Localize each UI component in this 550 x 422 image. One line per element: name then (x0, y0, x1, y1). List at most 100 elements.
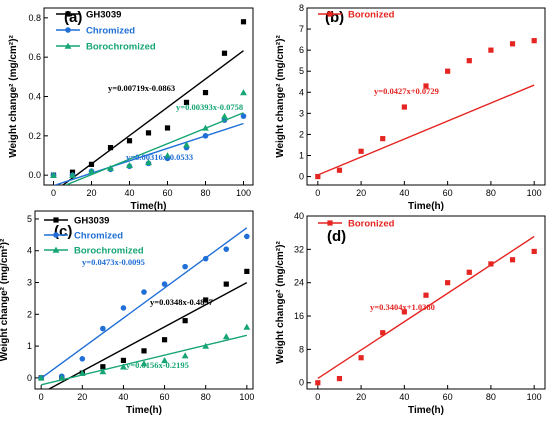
legend-marker (327, 220, 333, 226)
fit-equation-label: y=0.00393x-0.0758 (176, 102, 243, 112)
plot-frame (306, 7, 546, 186)
data-point-boronized (445, 280, 451, 286)
data-point-boronized (380, 136, 386, 142)
plot-area (37, 227, 251, 389)
data-point-borochromized (140, 360, 148, 367)
fit-equation-label: y=0.0427x+0.0729 (374, 86, 439, 96)
y-tick-label: 0.2 (28, 131, 41, 141)
data-point-gh3039 (203, 297, 209, 303)
data-point-gh3039 (161, 337, 168, 343)
data-point-borochromized (240, 89, 247, 96)
fit-line-borochromized (64, 112, 244, 185)
data-point-chromized (182, 263, 188, 270)
data-point-borochromized (202, 342, 210, 349)
data-point-borochromized (120, 363, 127, 370)
x-tick-label: 80 (486, 188, 496, 198)
y-axis-title: Weight change² (mg/cm²)² (8, 35, 19, 158)
fit-equation-label: y=0.3404x+1.0380 (370, 302, 435, 312)
x-tick-label: 60 (443, 392, 453, 402)
data-point-chromized (100, 325, 106, 332)
x-tick-label: 80 (201, 392, 211, 402)
fit-line-gh3039 (47, 282, 248, 389)
fit-line-boronized (317, 84, 535, 176)
plot-frame (306, 215, 546, 390)
data-point-boronized (509, 257, 516, 263)
data-point-borochromized (58, 374, 66, 381)
data-point-boronized (466, 269, 472, 275)
data-point-borochromized (161, 356, 168, 364)
y-tick-label: 0.8 (28, 13, 41, 23)
data-point-borochromized (99, 368, 107, 375)
data-point-chromized (141, 289, 147, 295)
x-tick-label: 40 (399, 188, 409, 198)
data-point-borochromized (221, 112, 228, 119)
plot-area (50, 19, 247, 185)
data-point-gh3039 (145, 130, 152, 136)
data-point-gh3039 (223, 281, 229, 287)
y-axis-title: Weight change² (mg/cm²)² (275, 35, 286, 158)
y-tick-label: 6 (299, 45, 304, 55)
y-tick-label: 0.4 (28, 92, 41, 102)
legend-label: Borochromized (86, 42, 156, 53)
y-tick-label: 1 (299, 151, 304, 161)
chart-panel-1: 0 20 40 60 80 100 0.0 0.2 0.4 0.6 0.8 Time(h) Weight… (8, 7, 254, 212)
x-tick-label: 100 (527, 188, 542, 198)
x-axis-title: Time(h) (408, 405, 444, 416)
x-tick-label: 20 (356, 392, 366, 402)
data-point-boronized (509, 41, 516, 47)
legend-label: Chromized (74, 231, 123, 242)
data-point-boronized (315, 173, 321, 180)
fit-line-boronized (317, 235, 535, 380)
x-tick-label: 60 (160, 392, 170, 402)
data-point-chromized (120, 305, 127, 311)
data-point-boronized (445, 68, 451, 74)
plot-area (315, 235, 537, 386)
data-point-gh3039 (141, 348, 147, 354)
data-point-boronized (531, 248, 537, 255)
x-tick-label: 0 (39, 392, 44, 402)
data-point-chromized (244, 233, 250, 240)
data-point-boronized (336, 167, 343, 173)
legend-marker (65, 27, 71, 33)
y-tick-label: 2 (27, 309, 32, 319)
y-tick-label: 1 (27, 341, 32, 351)
x-axis-title: Time(h) (126, 405, 162, 416)
legend: Boronized (318, 219, 395, 230)
x-tick-label: 0 (51, 188, 56, 198)
data-point-borochromized (107, 164, 114, 172)
fit-equation-label: y=0.0473x-0.0095 (82, 257, 145, 267)
x-tick-label: 100 (239, 392, 254, 402)
fit-equation-label: y=0.0156x-0.2195 (126, 360, 189, 370)
legend-marker (327, 11, 333, 17)
y-axis-title: Weight change² (mg/cm²)² (275, 241, 286, 364)
y-tick-label: 0.0 (28, 170, 41, 180)
x-tick-label: 0 (315, 188, 320, 198)
x-tick-label: 80 (200, 188, 210, 198)
data-point-boronized (401, 309, 407, 315)
data-point-boronized (358, 355, 364, 361)
data-point-boronized (380, 330, 386, 336)
fit-line-gh3039 (61, 50, 244, 185)
data-point-gh3039 (183, 99, 190, 105)
y-tick-label: 0 (299, 172, 304, 182)
legend-label: Chromized (86, 26, 135, 37)
legend-marker (53, 232, 59, 238)
legend-marker (53, 217, 59, 223)
legend: GH3039 Chromized Borochromized (56, 10, 156, 53)
data-point-gh3039 (100, 364, 106, 370)
x-tick-label: 0 (315, 392, 320, 402)
legend-marker (65, 11, 71, 17)
y-tick-label: 24 (294, 278, 304, 288)
data-point-gh3039 (120, 357, 127, 363)
data-point-borochromized (202, 124, 209, 131)
y-tick-label: 0 (299, 378, 304, 388)
data-point-boronized (315, 380, 321, 386)
legend-label: Boronized (348, 219, 395, 230)
data-point-boronized (336, 375, 343, 382)
y-tick-label: 4 (27, 246, 32, 256)
y-tick-label: 3 (27, 278, 32, 288)
x-tick-label: 40 (399, 392, 409, 402)
x-tick-label: 100 (527, 392, 542, 402)
data-point-borochromized (243, 323, 251, 330)
